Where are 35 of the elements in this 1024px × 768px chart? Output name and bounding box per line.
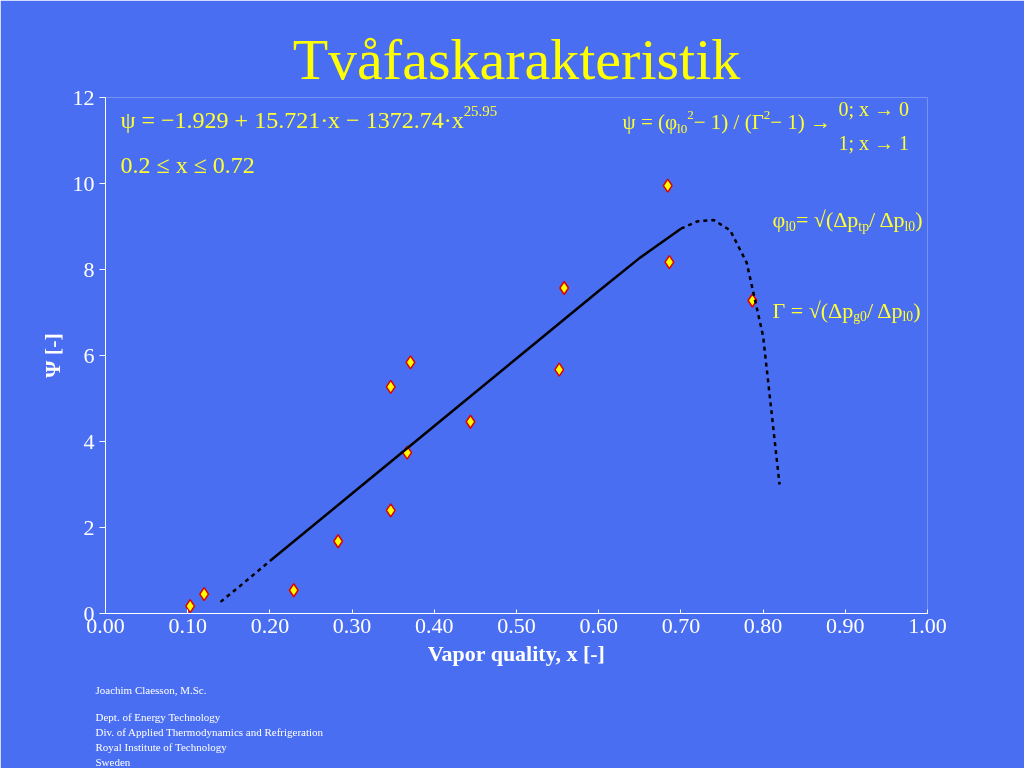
point: [465, 414, 476, 429]
x-tick-label: 0.60: [579, 612, 618, 638]
annotation: 0.2 ≤ x ≤ 0.72: [120, 151, 255, 178]
text: Sweden: [95, 756, 131, 768]
y-tick-label: 2: [83, 514, 95, 540]
chart-title: Tvåfaskarakteristik: [292, 26, 741, 92]
point: [385, 503, 396, 518]
x-tick-label: 0.10: [168, 612, 207, 638]
x-tick-label: 0.40: [415, 612, 454, 638]
y-tick-label: 6: [83, 342, 95, 368]
point: [554, 362, 565, 377]
x-tick-label: 1.00: [908, 612, 947, 638]
y-axis-title: Ψ [-]: [39, 333, 65, 378]
text: Joachim Claesson, M.Sc.: [95, 683, 207, 696]
y-tick-label: 10: [72, 170, 95, 196]
x-tick-label: 0.80: [743, 612, 783, 638]
annotation: 1; x → 1: [838, 132, 910, 155]
annotation: 0; x → 0: [838, 98, 910, 121]
point: [288, 583, 299, 598]
x-tick-label: 0.90: [826, 612, 865, 638]
text: Royal Institute of Technology: [95, 741, 228, 753]
point: [333, 534, 344, 549]
y-tick-label: 8: [83, 256, 95, 282]
x-tick-label: 0.30: [332, 612, 372, 638]
point: [405, 355, 416, 370]
y-tick-label: 4: [83, 428, 95, 454]
point: [662, 178, 673, 193]
x-tick-label: 0.20: [250, 612, 290, 638]
x-tick-label: 0.50: [497, 612, 536, 638]
y-tick-label: 12: [72, 84, 95, 110]
x-axis-title: Vapor quality, x [-]: [427, 640, 605, 666]
text: Dept. of Energy Technology: [95, 711, 221, 723]
x-tick-label: 0.70: [661, 612, 701, 638]
text: Div. of Applied Thermodynamics and Refrigeration: [95, 726, 324, 738]
line-series: [268, 227, 683, 563]
